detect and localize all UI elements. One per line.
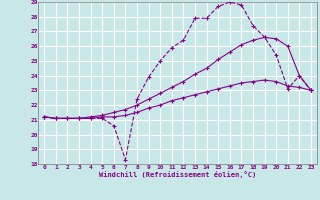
X-axis label: Windchill (Refroidissement éolien,°C): Windchill (Refroidissement éolien,°C)	[99, 171, 256, 178]
